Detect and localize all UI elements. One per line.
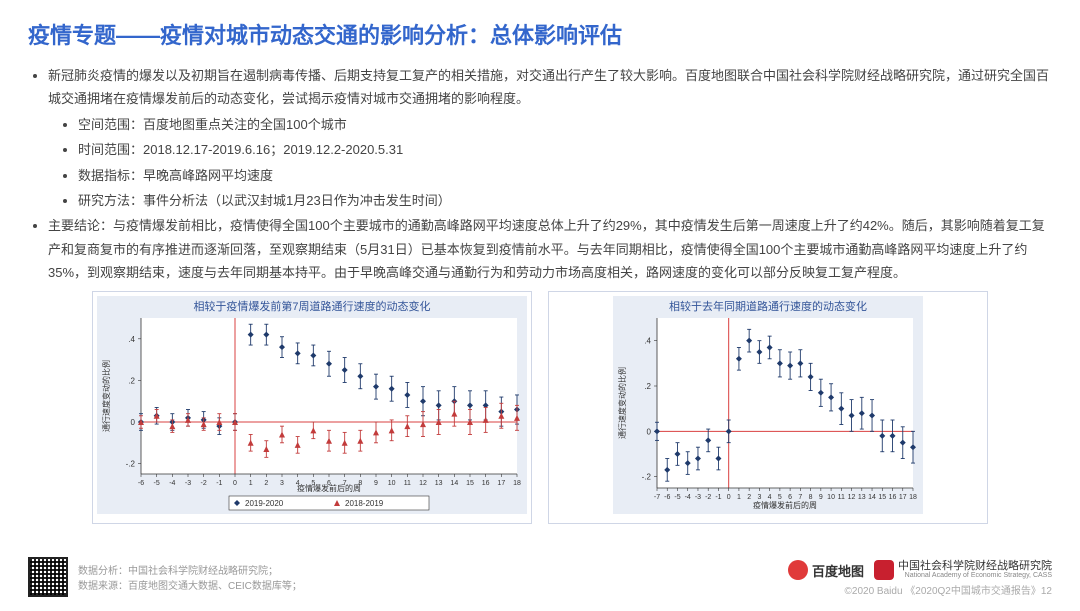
svg-text:-6: -6 bbox=[138, 480, 144, 487]
svg-text:13: 13 bbox=[435, 480, 443, 487]
svg-text:.2: .2 bbox=[128, 376, 135, 385]
svg-text:2: 2 bbox=[747, 494, 751, 501]
svg-text:-3: -3 bbox=[185, 480, 191, 487]
chart-right-box: 相较于去年同期道路通行速度的动态变化-7-6-5-4-3-2-101234567… bbox=[548, 291, 988, 524]
intro-paragraph: 新冠肺炎疫情的爆发以及初期旨在遏制病毒传播、后期支持复工复产的相关措施，对交通出… bbox=[48, 64, 1052, 111]
svg-text:14: 14 bbox=[868, 494, 876, 501]
svg-text:16: 16 bbox=[482, 480, 490, 487]
svg-text:-.2: -.2 bbox=[642, 472, 652, 481]
footer-source: 数据来源：百度地图交通大数据、CEIC数据库等； bbox=[78, 577, 302, 592]
baidu-logo: 百度地图 bbox=[788, 560, 864, 580]
svg-text:10: 10 bbox=[827, 494, 835, 501]
svg-text:18: 18 bbox=[909, 494, 917, 501]
svg-text:11: 11 bbox=[404, 480, 411, 487]
svg-text:16: 16 bbox=[889, 494, 897, 501]
svg-text:相较于去年同期道路通行速度的动态变化: 相较于去年同期道路通行速度的动态变化 bbox=[669, 299, 867, 313]
svg-text:9: 9 bbox=[819, 494, 823, 501]
svg-text:7: 7 bbox=[798, 494, 802, 501]
chart-left-box: 相较于疫情爆发前第7周道路通行速度的动态变化-6-5-4-3-2-1012345… bbox=[92, 291, 532, 524]
svg-text:通行速度变动的比例: 通行速度变动的比例 bbox=[617, 367, 627, 439]
chart-left: 相较于疫情爆发前第7周道路通行速度的动态变化-6-5-4-3-2-1012345… bbox=[97, 296, 527, 514]
svg-text:1: 1 bbox=[737, 494, 741, 501]
scope-method: 研究方法：事件分析法（以武汉封城1月23日作为冲击发生时间） bbox=[78, 189, 1052, 212]
svg-text:疫情爆发前后的周: 疫情爆发前后的周 bbox=[753, 500, 817, 510]
svg-text:-3: -3 bbox=[695, 494, 701, 501]
svg-text:1: 1 bbox=[249, 480, 253, 487]
cass-logo: 中国社会科学院财经战略研究院 National Academy of Econo… bbox=[874, 560, 1052, 580]
body-text: 新冠肺炎疫情的爆发以及初期旨在遏制病毒传播、后期支持复工复产的相关措施，对交通出… bbox=[28, 64, 1052, 285]
scope-space: 空间范围：百度地图重点关注的全国100个城市 bbox=[78, 113, 1052, 136]
svg-text:通行速度变动的比例: 通行速度变动的比例 bbox=[101, 360, 111, 432]
svg-text:3: 3 bbox=[280, 480, 284, 487]
baidu-logo-icon bbox=[788, 560, 808, 580]
footer: 数据分析：中国社会科学院财经战略研究院； 数据来源：百度地图交通大数据、CEIC… bbox=[0, 551, 1080, 603]
svg-text:8: 8 bbox=[809, 494, 813, 501]
chart-right: 相较于去年同期道路通行速度的动态变化-7-6-5-4-3-2-101234567… bbox=[613, 296, 923, 514]
svg-text:6: 6 bbox=[788, 494, 792, 501]
svg-text:-2: -2 bbox=[201, 480, 207, 487]
scope-metric: 数据指标：早晚高峰路网平均速度 bbox=[78, 164, 1052, 187]
svg-text:0: 0 bbox=[647, 427, 652, 436]
svg-text:.2: .2 bbox=[644, 382, 651, 391]
svg-text:13: 13 bbox=[858, 494, 866, 501]
svg-text:0: 0 bbox=[131, 418, 136, 427]
svg-text:17: 17 bbox=[899, 494, 907, 501]
svg-text:2019-2020: 2019-2020 bbox=[245, 499, 284, 508]
svg-text:0: 0 bbox=[233, 480, 237, 487]
svg-text:17: 17 bbox=[497, 480, 505, 487]
page-title: 疫情专题——疫情对城市动态交通的影响分析：总体影响评估 bbox=[28, 18, 1052, 50]
svg-text:-5: -5 bbox=[674, 494, 680, 501]
svg-text:12: 12 bbox=[848, 494, 856, 501]
svg-text:5: 5 bbox=[778, 494, 782, 501]
svg-text:-4: -4 bbox=[169, 480, 175, 487]
svg-text:4: 4 bbox=[768, 494, 772, 501]
svg-text:疫情爆发前后的周: 疫情爆发前后的周 bbox=[297, 483, 361, 493]
svg-text:14: 14 bbox=[450, 480, 458, 487]
svg-text:18: 18 bbox=[513, 480, 521, 487]
svg-text:2018-2019: 2018-2019 bbox=[345, 499, 384, 508]
svg-text:相较于疫情爆发前第7周道路通行速度的动态变化: 相较于疫情爆发前第7周道路通行速度的动态变化 bbox=[193, 299, 430, 313]
svg-text:-7: -7 bbox=[654, 494, 660, 501]
svg-text:3: 3 bbox=[757, 494, 761, 501]
svg-text:15: 15 bbox=[878, 494, 886, 501]
svg-text:-1: -1 bbox=[216, 480, 222, 487]
svg-text:-1: -1 bbox=[715, 494, 721, 501]
footer-analysis: 数据分析：中国社会科学院财经战略研究院； bbox=[78, 562, 302, 577]
svg-text:.4: .4 bbox=[644, 336, 651, 345]
svg-text:11: 11 bbox=[838, 494, 845, 501]
svg-text:15: 15 bbox=[466, 480, 474, 487]
svg-text:-2: -2 bbox=[705, 494, 711, 501]
svg-text:-5: -5 bbox=[154, 480, 160, 487]
svg-text:12: 12 bbox=[419, 480, 427, 487]
svg-text:-6: -6 bbox=[664, 494, 670, 501]
svg-text:-.2: -.2 bbox=[126, 459, 136, 468]
conclusion-paragraph: 主要结论：与疫情爆发前相比，疫情使得全国100个主要城市的通勤高峰路网平均速度总… bbox=[48, 214, 1052, 284]
svg-text:9: 9 bbox=[374, 480, 378, 487]
svg-text:0: 0 bbox=[727, 494, 731, 501]
scope-time: 时间范围：2018.12.17-2019.6.16；2019.12.2-2020… bbox=[78, 138, 1052, 161]
copyright: ©2020 Baidu 《2020Q2中国城市交通报告》12 bbox=[788, 582, 1052, 597]
svg-text:2: 2 bbox=[264, 480, 268, 487]
svg-text:.4: .4 bbox=[128, 334, 135, 343]
svg-text:10: 10 bbox=[388, 480, 396, 487]
svg-text:-4: -4 bbox=[685, 494, 691, 501]
qr-code-icon bbox=[28, 557, 68, 597]
cass-logo-icon bbox=[874, 560, 894, 580]
